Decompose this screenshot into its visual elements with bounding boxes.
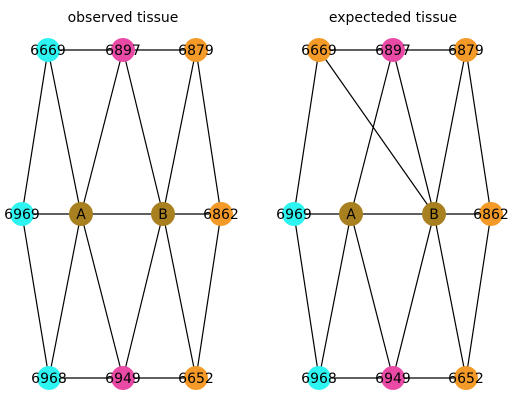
- node-6669: [36, 38, 60, 62]
- node-label-A: A: [76, 207, 86, 223]
- edge-6879-6862: [465, 49, 492, 215]
- node-label-6862: 6862: [203, 207, 239, 223]
- node-label-A: A: [346, 207, 356, 223]
- node-label-6652: 6652: [178, 371, 214, 387]
- node-6969: [282, 202, 306, 226]
- edges-expected: [293, 49, 492, 379]
- node-6949: [111, 366, 135, 390]
- node-label-6969: 6969: [4, 207, 40, 223]
- node-6862: [209, 202, 233, 226]
- panel-title-expected: expecteded tissue: [329, 10, 457, 26]
- node-6897: [381, 38, 405, 62]
- node-6862: [479, 202, 503, 226]
- node-label-6862: 6862: [473, 207, 509, 223]
- panel-title-observed: observed tissue: [68, 10, 179, 26]
- node-6968: [37, 366, 61, 390]
- nodes-expected: 6669 6897 6879 6969 A B 6862 6968 6949 6652: [276, 38, 509, 390]
- node-label-6949: 6949: [375, 371, 411, 387]
- node-B: [151, 202, 175, 226]
- node-label-6968: 6968: [31, 371, 67, 387]
- edge-6669-6969: [293, 49, 320, 215]
- node-6879: [184, 38, 208, 62]
- edge-A-6968: [48, 213, 82, 379]
- node-B: [422, 202, 446, 226]
- edge-6862-6652: [465, 213, 492, 379]
- node-6669: [307, 38, 331, 62]
- node-label-6652: 6652: [448, 371, 484, 387]
- node-6652: [184, 366, 208, 390]
- edge-B-6949: [122, 213, 164, 379]
- node-A: [69, 202, 93, 226]
- edge-6969-6968: [21, 213, 50, 379]
- panel-expected-tissue: expecteded tissue 6669 6897 6879 6969 A B 6862…: [276, 10, 509, 390]
- edge-6879-B: [433, 49, 467, 215]
- edge-A-6968: [318, 213, 352, 379]
- node-label-B: B: [429, 207, 439, 223]
- node-6968: [307, 366, 331, 390]
- panel-observed-tissue: observed tissue 6669 6897 6879 6969 A B 6862 69…: [4, 10, 239, 390]
- node-label-6879: 6879: [448, 43, 484, 59]
- node-label-6897: 6897: [105, 43, 141, 59]
- edge-A-6949: [80, 213, 124, 379]
- edge-6897-A: [80, 49, 124, 215]
- node-label-6968: 6968: [301, 371, 337, 387]
- node-label-6949: 6949: [105, 371, 141, 387]
- edge-6879-6862: [195, 49, 222, 215]
- node-label-6669: 6669: [30, 43, 66, 59]
- edge-6669-B: [318, 49, 435, 215]
- edge-A-6949: [350, 213, 394, 379]
- node-label-B: B: [158, 207, 168, 223]
- node-6949: [381, 366, 405, 390]
- node-6879: [454, 38, 478, 62]
- edge-6897-B: [392, 49, 435, 215]
- node-6652: [454, 366, 478, 390]
- edge-B-6652: [162, 213, 197, 379]
- node-label-6879: 6879: [178, 43, 214, 59]
- edge-6669-6969: [21, 49, 49, 215]
- edge-B-6949: [392, 213, 435, 379]
- node-6969: [10, 202, 34, 226]
- nodes-observed: 6669 6897 6879 6969 A B 6862 6968 6949 6652: [4, 38, 239, 390]
- edge-6669-A: [47, 49, 82, 215]
- edge-6862-6652: [195, 213, 222, 379]
- edge-6897-B: [122, 49, 164, 215]
- node-label-6897: 6897: [375, 43, 411, 59]
- edge-6969-6968: [293, 213, 320, 379]
- edge-6897-A: [350, 49, 394, 215]
- edge-B-6652: [433, 213, 467, 379]
- edges-observed: [21, 49, 222, 379]
- node-6897: [111, 38, 135, 62]
- edge-6879-B: [162, 49, 197, 215]
- node-label-6669: 6669: [301, 43, 337, 59]
- node-label-6969: 6969: [276, 207, 312, 223]
- node-A: [339, 202, 363, 226]
